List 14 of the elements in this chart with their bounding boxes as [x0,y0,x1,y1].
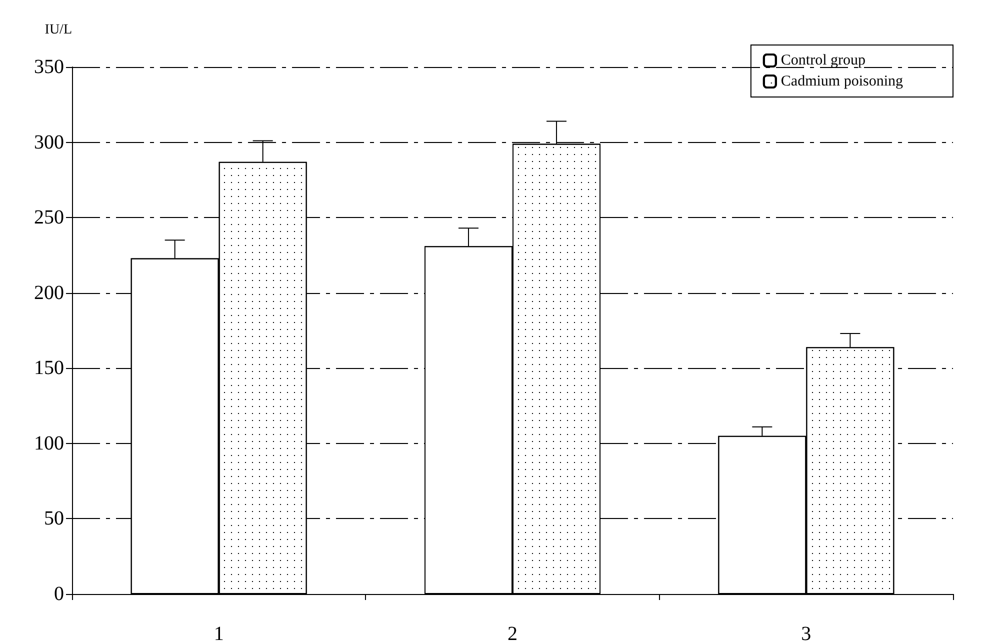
legend-label: Cadmium poisoning [780,74,904,90]
y-tick-label: 100 [34,432,64,454]
y-tick-label: 50 [44,508,64,530]
x-tick-label: 3 [801,623,812,644]
y-axis-title: IU/L [44,22,72,38]
y-tick-label: 300 [34,131,64,154]
x-tick-label: 2 [508,623,518,644]
x-tick-label: 1 [214,623,224,644]
y-tick-label: 200 [34,282,64,304]
y-tick-label: 350 [34,56,64,78]
y-tick-label: 250 [34,206,64,229]
y-tick-label: 0 [54,583,64,605]
legend-label: Control group [780,52,866,68]
y-tick-label: 150 [34,357,64,380]
